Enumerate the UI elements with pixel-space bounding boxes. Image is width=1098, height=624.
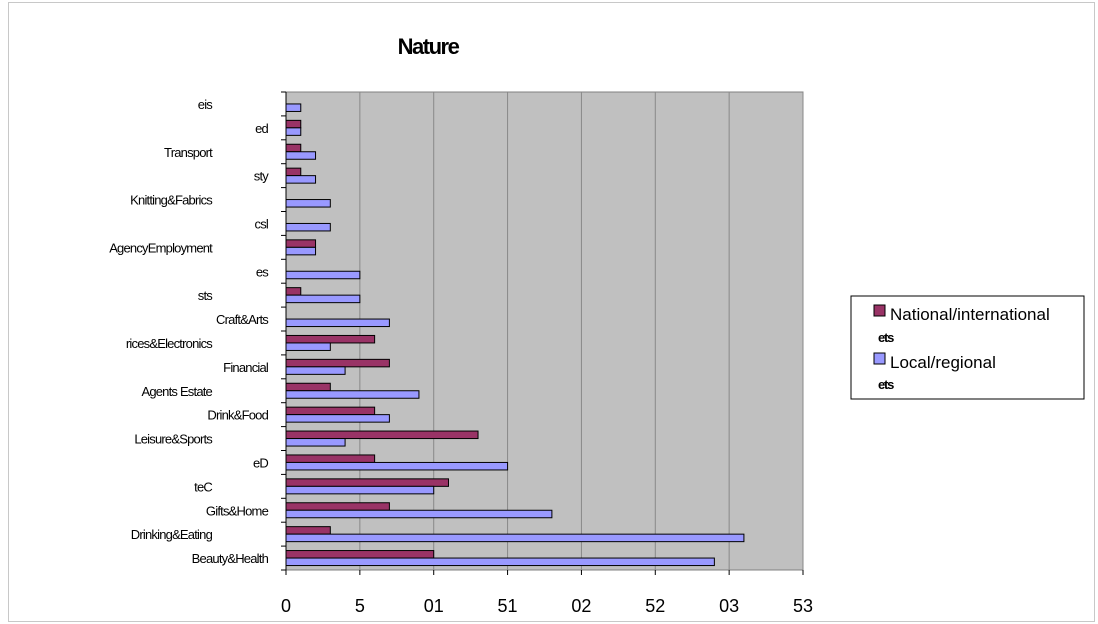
bar xyxy=(285,526,331,535)
x-tick-label: 0 xyxy=(281,596,291,616)
legend-label-national: National/international xyxy=(890,305,1050,324)
bar xyxy=(285,485,435,495)
bar xyxy=(285,533,745,543)
category-label: Craft&Arts xyxy=(216,312,269,327)
x-tick-label: 51 xyxy=(498,596,518,616)
bar xyxy=(285,414,390,423)
bar xyxy=(285,151,317,160)
bar xyxy=(285,318,390,328)
bar xyxy=(285,438,346,447)
bar xyxy=(285,199,331,208)
category-label: Leisure&Sports xyxy=(134,432,213,447)
legend-swatch-national xyxy=(873,304,886,317)
category-label: Transport xyxy=(164,145,213,160)
bar xyxy=(285,127,302,136)
x-tick-label: 02 xyxy=(571,596,591,616)
chart-title: Nature xyxy=(398,34,460,59)
bar xyxy=(285,222,331,232)
legend-label-national-suffix: ets xyxy=(878,330,894,345)
bar xyxy=(285,103,302,112)
category-label: Knitting&Fabrics xyxy=(130,193,213,208)
category-label: csl xyxy=(255,216,269,231)
bar xyxy=(285,430,479,440)
bar xyxy=(285,239,317,248)
chart-frame xyxy=(8,2,1095,622)
category-label: teC xyxy=(194,479,212,494)
x-tick-label: 53 xyxy=(793,596,813,616)
category-label: Agents Estate xyxy=(141,384,212,399)
bar xyxy=(285,478,449,487)
x-axis-ticks: 0 5 01 51 02 52 03 53 xyxy=(281,570,813,616)
bar xyxy=(285,334,376,344)
legend-box xyxy=(850,295,1085,400)
bar xyxy=(285,454,376,463)
bar xyxy=(285,270,361,280)
bar xyxy=(285,143,302,153)
bar xyxy=(285,342,331,351)
category-label: sty xyxy=(254,169,270,184)
legend: National/international ets Local/regiona… xyxy=(850,295,1085,400)
bar xyxy=(285,366,346,375)
bar xyxy=(285,167,302,177)
bar xyxy=(285,390,420,399)
bar xyxy=(285,502,390,511)
bar xyxy=(285,358,390,368)
bar xyxy=(285,509,553,519)
bar xyxy=(285,246,317,256)
legend-label-local-suffix: ets xyxy=(878,377,894,392)
bar xyxy=(285,382,331,392)
bar xyxy=(285,175,317,184)
x-tick-label: 01 xyxy=(424,596,444,616)
category-label: rices&Electronics xyxy=(126,336,213,351)
category-label: ed xyxy=(255,121,268,136)
category-label: Drinking&Eating xyxy=(131,527,213,542)
category-label: Gifts&Home xyxy=(206,503,269,518)
category-labels: eis ed Transport sty Knitting&Fabrics csl Agen… xyxy=(109,97,270,566)
category-label: es xyxy=(256,264,269,279)
bar xyxy=(285,119,302,129)
bar xyxy=(285,461,509,471)
legend-swatch-local xyxy=(873,352,886,365)
category-label: Beauty&Health xyxy=(192,551,269,566)
plot-area xyxy=(285,91,804,571)
y-axis-ticks xyxy=(281,91,286,571)
category-label: eis xyxy=(198,97,214,112)
bar xyxy=(285,557,715,567)
x-tick-label: 03 xyxy=(719,596,739,616)
bar xyxy=(285,287,302,296)
bar xyxy=(285,406,376,416)
x-tick-label: 52 xyxy=(645,596,665,616)
category-label: Financial xyxy=(223,360,269,375)
x-tick-label: 5 xyxy=(355,596,365,616)
category-label: Drink&Food xyxy=(207,408,268,423)
category-label: eD xyxy=(253,455,268,470)
bar xyxy=(285,550,435,559)
bars xyxy=(285,103,745,567)
bar xyxy=(285,294,361,304)
category-label: AgencyEmployment xyxy=(109,240,213,255)
legend-label-local: Local/regional xyxy=(890,353,996,372)
category-label: sts xyxy=(198,288,214,303)
